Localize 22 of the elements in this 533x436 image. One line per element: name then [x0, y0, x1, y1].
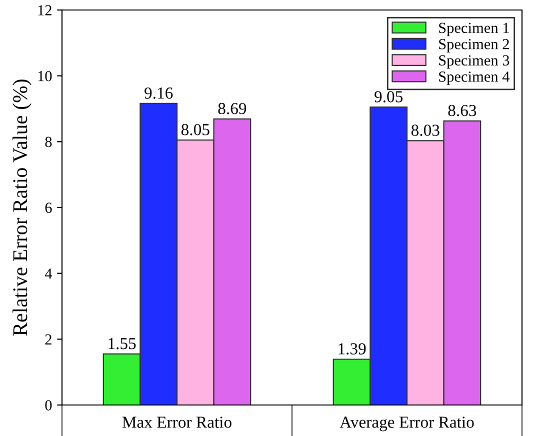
- y-tick-label: 4: [44, 268, 52, 279]
- data-label: 8.05: [181, 124, 210, 136]
- y-tick-label: 2: [45, 334, 52, 344]
- y-tick-label: 12: [38, 5, 52, 16]
- data-label: 1.39: [338, 343, 366, 355]
- legend-label: Specimen 4: [439, 72, 510, 85]
- data-label: 8.63: [448, 104, 476, 116]
- y-tick-label: 0: [45, 400, 52, 410]
- legend-label: Specimen 2: [439, 39, 509, 52]
- data-label: 9.16: [144, 88, 173, 99]
- data-label: 9.05: [374, 91, 403, 102]
- y-axis-title: Relative Error Ratio Value (%): [12, 80, 32, 336]
- y-tick-label: 10: [38, 70, 52, 82]
- y-tick-label: 8: [45, 136, 52, 148]
- data-label: 1.55: [108, 338, 136, 350]
- legend-label: Specimen 1: [439, 22, 509, 36]
- legend-label: Specimen 3: [439, 55, 510, 69]
- x-tick-label: Average Error Ratio: [340, 416, 474, 432]
- x-tick-label: Max Error Ratio: [122, 416, 232, 428]
- y-tick-label: 6: [45, 202, 52, 213]
- data-label: 8.03: [411, 124, 440, 136]
- data-label: 8.69: [218, 102, 246, 114]
